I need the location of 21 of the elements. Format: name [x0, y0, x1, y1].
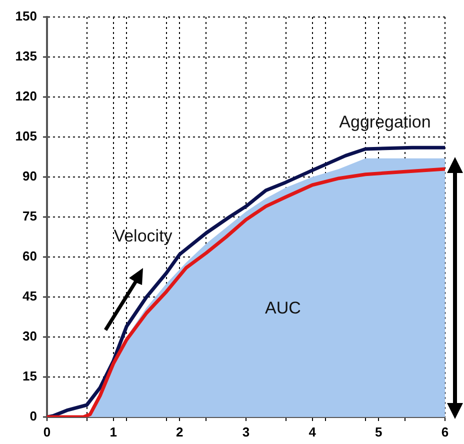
y-tick-label: 150 [15, 8, 37, 24]
x-tick-label: 5 [375, 424, 382, 440]
x-tick-label: 3 [242, 424, 250, 440]
x-tick-label: 1 [110, 424, 117, 440]
annotation: Aggregation [339, 112, 431, 132]
y-tick-label: 15 [22, 368, 37, 384]
x-tick-label: 0 [43, 424, 51, 440]
y-tick-label: 30 [22, 328, 37, 344]
y-tick-label: 45 [22, 288, 37, 304]
y-tick-label: 0 [30, 408, 37, 424]
x-tick-label: 6 [441, 424, 449, 440]
y-tick-label: 120 [15, 88, 37, 104]
annotation: Velocity [114, 226, 173, 246]
x-tick-label: 4 [308, 424, 317, 440]
y-tick-label: 135 [15, 48, 37, 64]
annotation: AUC [265, 298, 301, 318]
y-tick-label: 90 [22, 168, 37, 184]
x-tick-label: 2 [176, 424, 184, 440]
y-tick-label: 75 [22, 208, 37, 224]
y-tick-label: 60 [22, 248, 37, 264]
y-tick-label: 105 [15, 128, 37, 144]
